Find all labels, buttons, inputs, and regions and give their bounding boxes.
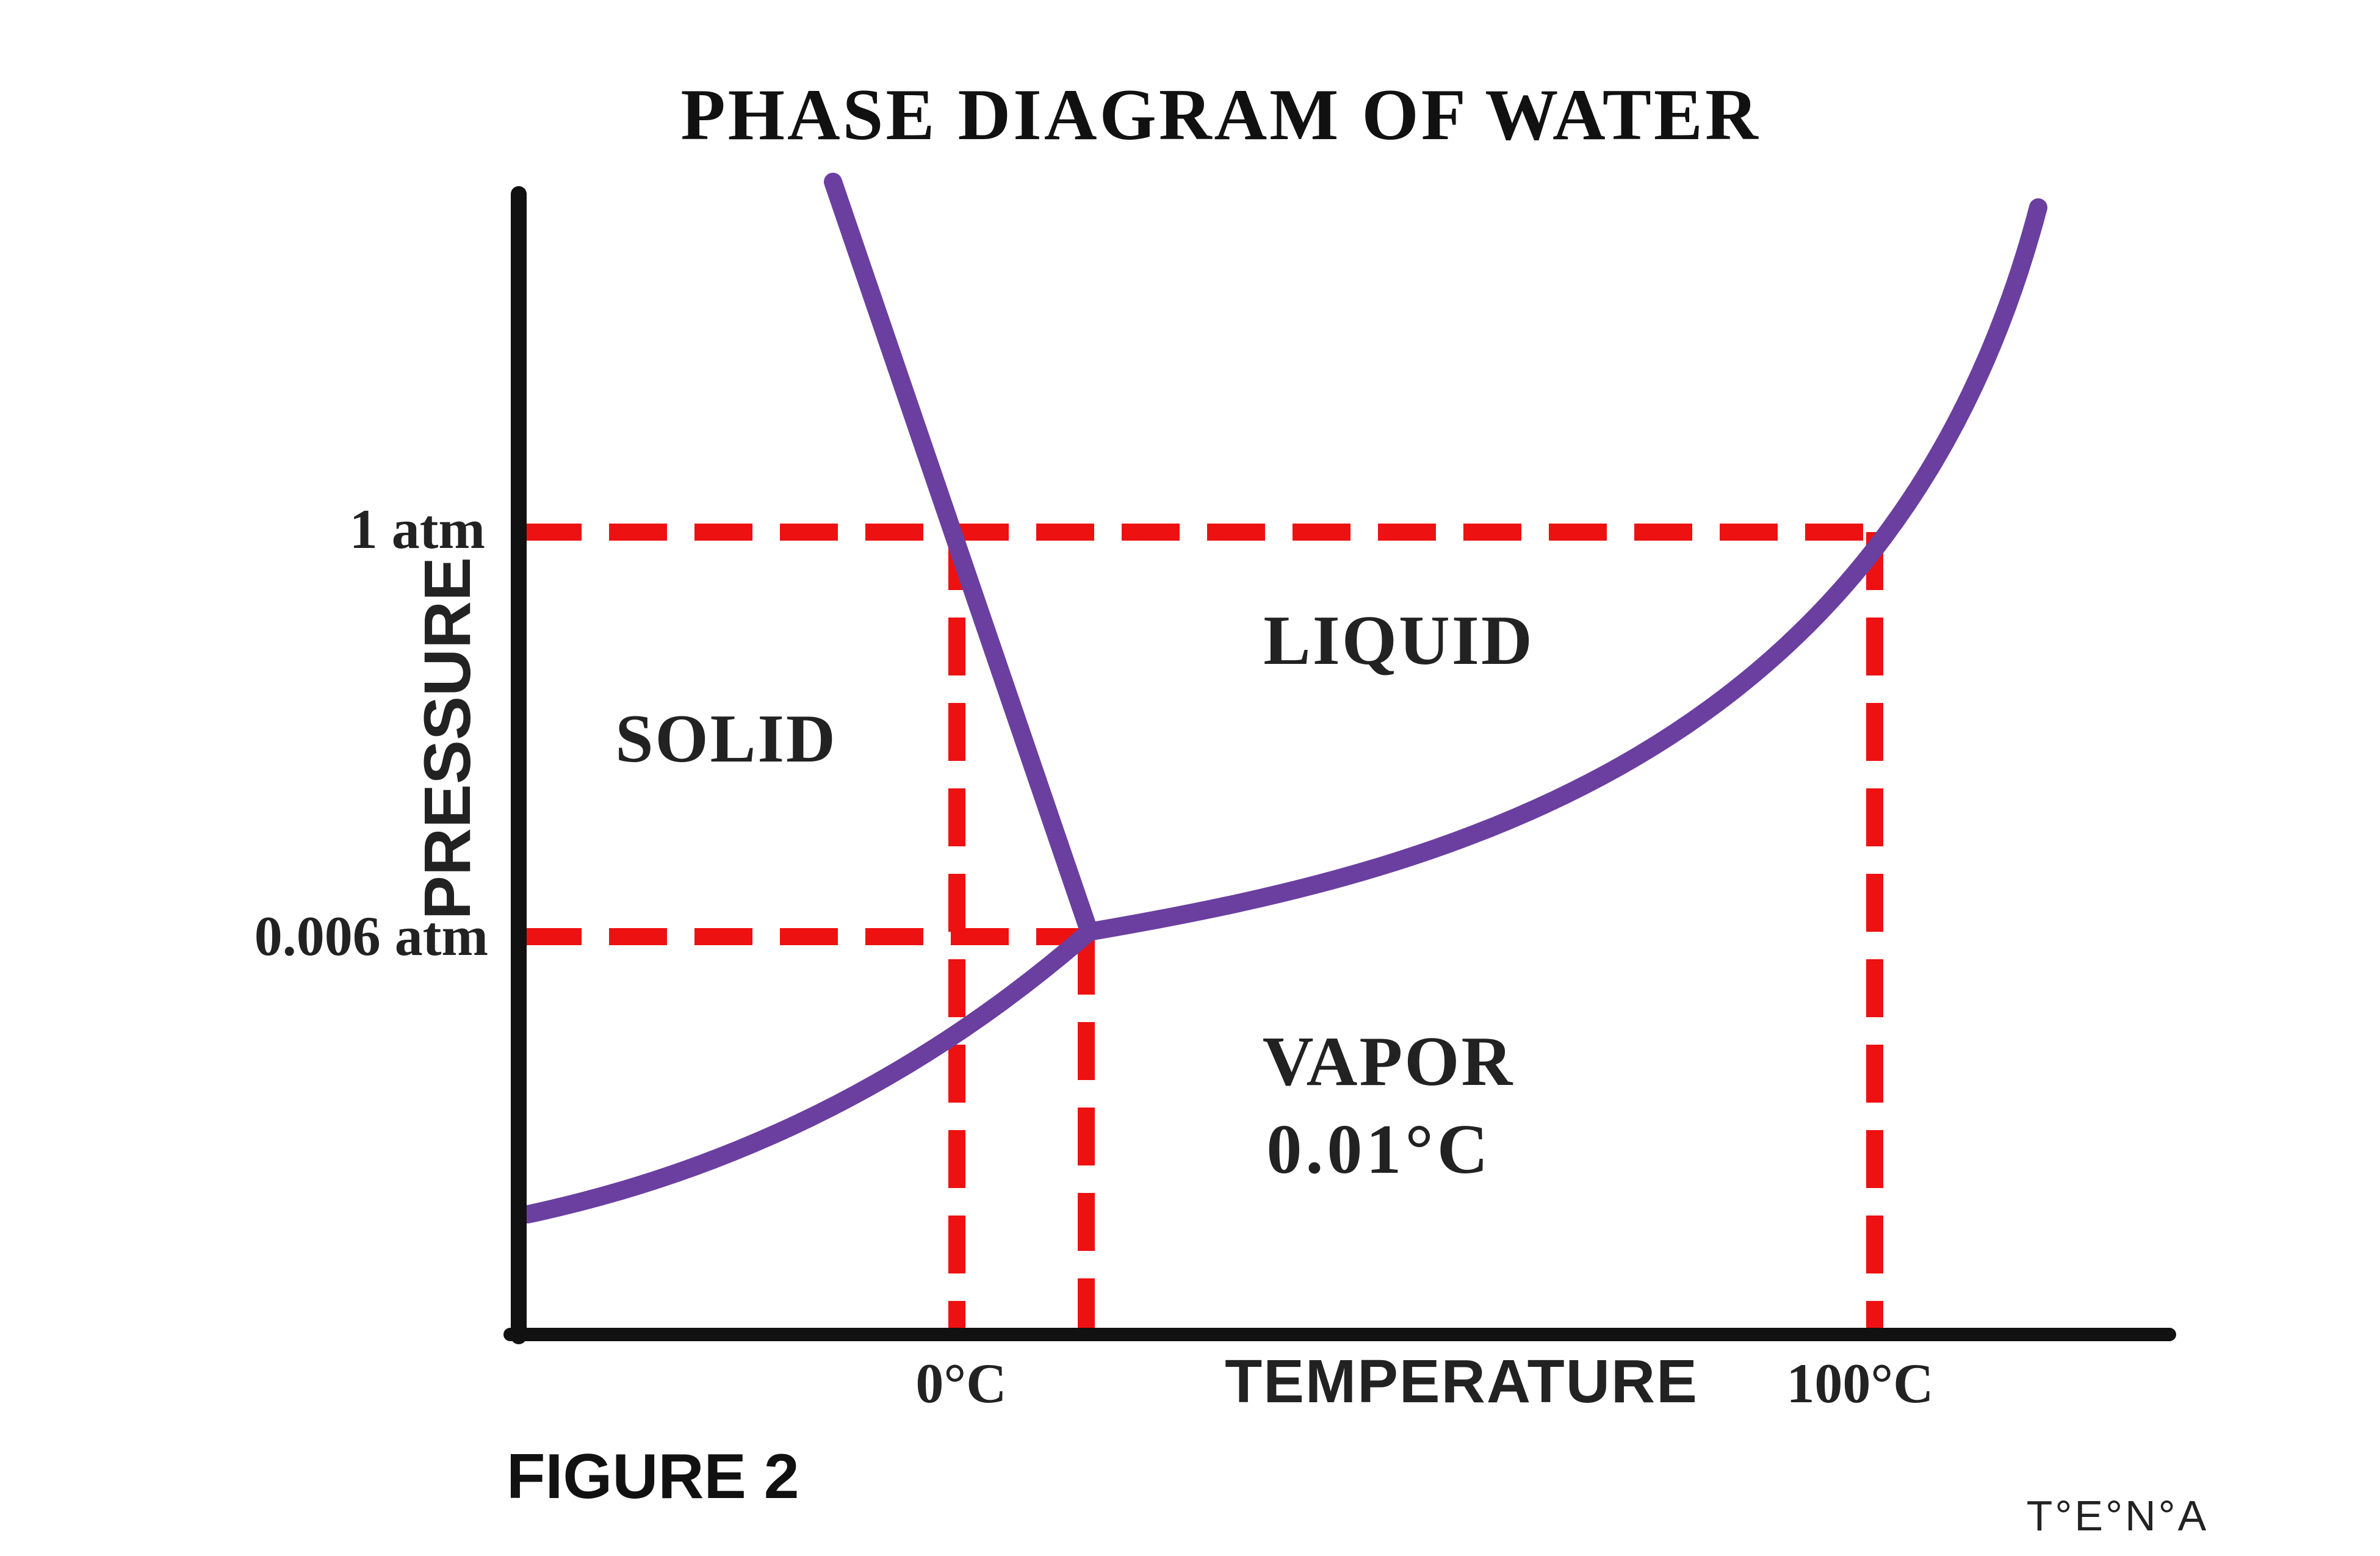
vaporization-curve: [1080, 198, 2047, 941]
x-tick-100c: 100°C: [1786, 1352, 1933, 1414]
y-axis-label: PRESSURE: [410, 557, 484, 920]
y-tick-0006atm: 0.006 atm: [254, 905, 488, 967]
melting-curve: [824, 173, 1098, 941]
region-liquid-label: LIQUID: [1263, 602, 1534, 680]
guide-lines: [524, 524, 1883, 1330]
y-tick-1atm: 1 atm: [350, 498, 485, 560]
sublimation-curve: [519, 923, 1098, 1223]
figure-label: FIGURE 2: [507, 1441, 799, 1512]
region-vapor-label: VAPOR: [1263, 1023, 1514, 1101]
region-solid-label: SOLID: [615, 701, 837, 777]
axes: [503, 186, 2176, 1344]
triple-point-label: 0.01°C: [1266, 1111, 1491, 1189]
diagram-title: PHASE DIAGRAM OF WATER: [680, 74, 1760, 155]
x-axis-label: TEMPERATURE: [1225, 1347, 1698, 1416]
phase-boundaries: [519, 173, 2047, 1223]
credit-label: T°E°N°A: [2027, 1492, 2209, 1540]
x-tick-0c: 0°C: [915, 1352, 1006, 1414]
